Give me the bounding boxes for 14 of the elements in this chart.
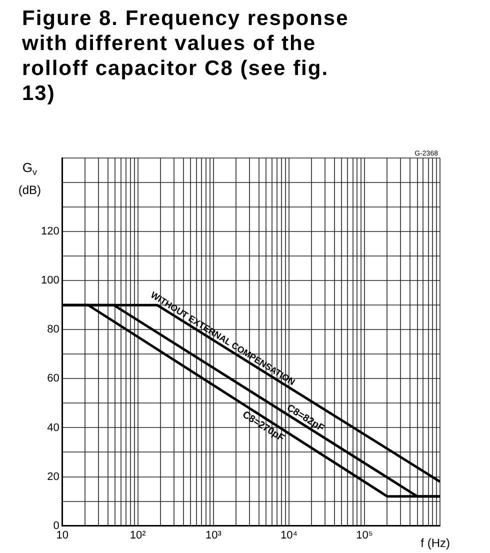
y-tick-label: 60 <box>47 372 60 385</box>
y-tick-label: 0 <box>53 520 60 532</box>
x-axis-title: f (Hz) <box>420 536 450 550</box>
y-tick-label: 120 <box>40 226 60 238</box>
y-tick-label: 20 <box>47 470 60 483</box>
y-tick-label: 100 <box>40 274 60 287</box>
x-tick-label: 10² <box>130 529 146 542</box>
y-tick-label: 80 <box>47 324 60 336</box>
y-tick-label: 40 <box>47 422 60 434</box>
chart-title: Figure 8. Frequency response with different values of the rolloff capacitor C8 (see fig. 13) <box>22 6 350 106</box>
x-tick-label: 10 <box>56 529 68 542</box>
x-tick-label: 10⁵ <box>356 529 373 542</box>
x-tick-label: 10³ <box>205 529 222 542</box>
x-tick-label: 10⁴ <box>280 529 298 542</box>
